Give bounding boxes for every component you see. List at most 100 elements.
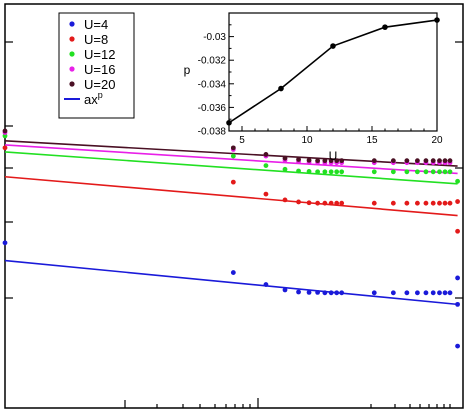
data-point-u8 — [230, 179, 236, 185]
data-point-u20 — [404, 158, 410, 164]
data-point-u8 — [334, 200, 340, 206]
data-point-u8 — [339, 200, 345, 206]
inset-data-point — [226, 119, 232, 126]
data-point-u12 — [442, 169, 448, 175]
main-data-points — [2, 128, 460, 349]
data-point-u4 — [437, 290, 442, 296]
inset-series — [226, 17, 440, 126]
legend-marker — [69, 21, 75, 27]
data-point-u12 — [263, 163, 269, 169]
data-point-u4 — [339, 290, 345, 296]
fit-line-u12 — [4, 151, 458, 185]
data-point-u4 — [455, 275, 460, 281]
legend-box — [58, 12, 135, 119]
data-point-u20 — [339, 158, 345, 164]
inset-y-tick-label: -0.036 — [198, 103, 227, 114]
inset-x-axis-label: U — [329, 149, 338, 163]
data-point-u12 — [404, 169, 410, 175]
data-point-u8 — [296, 199, 301, 205]
legend-marker — [69, 81, 75, 87]
data-point-u4 — [442, 290, 448, 296]
inset-x-tick-label: 15 — [366, 135, 378, 146]
data-point-u12 — [339, 169, 345, 175]
legend-label: U=4 — [84, 17, 108, 32]
data-point-u12 — [447, 169, 453, 175]
inset-data-point — [434, 17, 440, 23]
inset-plot-frame — [228, 12, 438, 132]
data-point-u8 — [404, 200, 410, 206]
data-point-u8 — [455, 228, 460, 234]
data-point-u20 — [423, 158, 429, 164]
data-point-u12 — [371, 169, 377, 175]
data-point-u20 — [334, 158, 340, 164]
fit-lines — [4, 140, 458, 306]
data-point-u8 — [447, 200, 453, 206]
legend-marker — [69, 51, 75, 57]
data-point-u12 — [282, 166, 288, 172]
data-point-u12 — [334, 169, 340, 175]
inset-x-tick-label: 20 — [431, 135, 443, 146]
data-point-u12 — [315, 169, 321, 175]
data-point-u4 — [282, 287, 288, 293]
inset-y-axis-label: p — [184, 63, 191, 77]
inset-y-tick-label: -0.03 — [203, 32, 226, 43]
data-point-u8 — [315, 200, 321, 206]
inset-x-tick-label: 5 — [239, 135, 245, 146]
data-point-u4 — [371, 290, 377, 296]
data-point-u12 — [296, 168, 301, 174]
inset-axis-ticks: 5 10 15 20 -0.03 -0.032 -0.034 -0.036 -0.038 — [198, 24, 443, 146]
data-point-u8 — [437, 200, 442, 206]
legend-label: U=8 — [84, 32, 108, 47]
data-point-u20 — [282, 155, 288, 161]
data-point-u4 — [230, 270, 236, 275]
data-point-u12 — [430, 169, 436, 175]
data-point-u4 — [430, 290, 436, 296]
data-point-u12 — [328, 169, 334, 175]
data-point-u20 — [315, 158, 321, 164]
data-point-u20 — [437, 158, 442, 164]
legend-marker — [69, 36, 75, 42]
inset-data-point — [382, 24, 388, 30]
data-point-u20 — [2, 128, 8, 134]
data-point-u4 — [263, 282, 269, 287]
data-point-u20 — [306, 157, 312, 163]
data-point-u4 — [404, 290, 410, 296]
data-point-u8 — [423, 200, 429, 206]
inset-data-point — [330, 43, 336, 49]
data-point-u12 — [437, 169, 442, 175]
data-point-u4 — [322, 290, 328, 296]
inset-y-tick-label: -0.032 — [198, 56, 227, 67]
data-point-u20 — [263, 152, 269, 157]
data-point-u4 — [414, 290, 420, 296]
main-axis-ticks — [5, 41, 463, 408]
data-point-u8 — [306, 200, 312, 206]
data-point-u4 — [455, 301, 460, 307]
legend-label: U=20 — [84, 77, 115, 92]
data-point-u8 — [390, 200, 396, 206]
data-point-u8 — [430, 200, 436, 206]
data-point-u12 — [414, 169, 420, 175]
data-point-u12 — [230, 153, 236, 159]
fit-line-u4 — [4, 259, 458, 306]
data-point-u8 — [328, 200, 334, 206]
data-point-u20 — [414, 158, 420, 164]
inset-y-tick-label: -0.038 — [198, 127, 227, 138]
data-point-u8 — [322, 200, 328, 206]
legend-label: U=16 — [84, 62, 115, 77]
data-point-u12 — [2, 133, 8, 139]
data-point-u20 — [430, 158, 436, 164]
data-point-u4 — [315, 290, 321, 295]
data-point-u20 — [447, 158, 453, 164]
data-point-u20 — [322, 158, 328, 164]
data-point-u4 — [423, 290, 429, 296]
data-point-u4 — [2, 240, 8, 246]
data-point-u4 — [306, 290, 312, 295]
data-point-u8 — [371, 200, 377, 206]
data-point-u12 — [423, 169, 429, 175]
data-point-u20 — [296, 157, 301, 162]
fit-line-u8 — [4, 175, 458, 217]
legend-marker — [69, 66, 75, 72]
data-point-u4 — [390, 290, 396, 296]
